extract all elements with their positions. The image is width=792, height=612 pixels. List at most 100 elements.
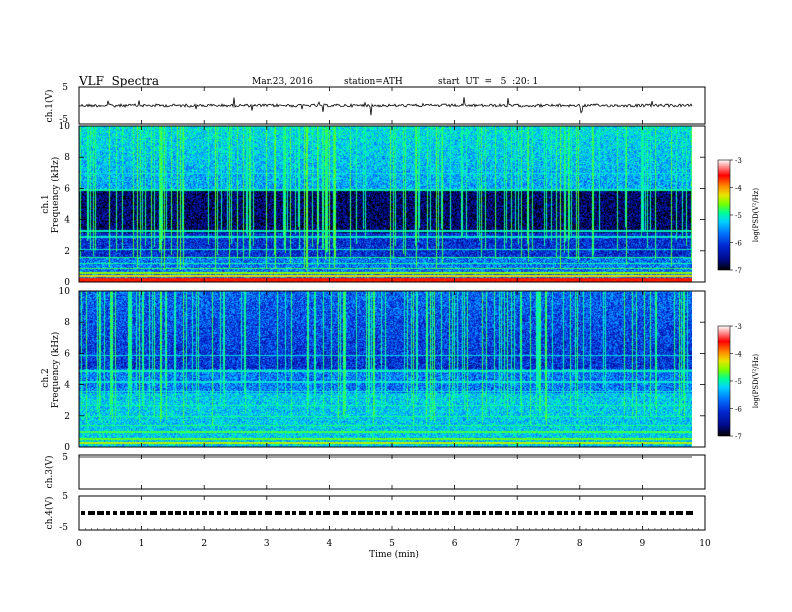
ch1-frequency-ylabel: Frequency (kHz)	[50, 157, 61, 234]
ch4-pulse	[482, 511, 486, 515]
freq-tick-label: 10	[59, 122, 71, 132]
ch4-pulse	[202, 511, 207, 515]
x-tick-label: 1	[139, 539, 145, 549]
ch4-pulse	[97, 511, 104, 515]
ch2-colorbar: -3 -4 -5 -6 -7 log(PSD(V²/Hz)	[717, 323, 760, 441]
ch4-pulse	[466, 511, 471, 515]
ch1-ytick-top: 5	[62, 83, 68, 93]
colorbar-tick-label: -3	[735, 323, 742, 331]
ch1-ytick-bottom: -5	[59, 115, 68, 125]
ch3-ytick-top: 5	[62, 453, 68, 463]
x-tick-label: 4	[327, 539, 333, 549]
freq-tick-label: 4	[64, 216, 70, 226]
x-tick-label: 9	[640, 539, 646, 549]
x-tick-label: 10	[699, 539, 711, 549]
ch4-pulse	[275, 511, 282, 515]
ch4-pulse	[382, 511, 387, 515]
colorbar-tick-label: -6	[735, 406, 742, 414]
ch4-pulse	[636, 511, 640, 515]
ch4-pulse	[564, 511, 568, 515]
ch4-pulse	[196, 511, 200, 515]
ch1-colorbar-label: log(PSD(V²/Hz)	[752, 188, 760, 243]
ch4-pulse	[358, 511, 365, 515]
ch4-pulse	[299, 511, 306, 515]
ch4-pulse	[88, 511, 95, 515]
start-time-label: start UT = 5 :20: 1	[438, 77, 539, 87]
ch4-pulse	[342, 511, 348, 515]
ch4-pulse	[518, 511, 524, 515]
freq-tick-label: 8	[64, 153, 70, 163]
panel-ch3-waveform	[78, 454, 706, 490]
ch4-pulse	[333, 511, 339, 515]
ch4-pulse	[285, 511, 290, 515]
ch1-channel-label: ch.1	[41, 194, 51, 213]
ch4-pulse	[150, 511, 157, 515]
ch4-pulse	[265, 511, 272, 515]
freq-tick-label: 8	[64, 318, 70, 328]
ch4-pulse	[527, 511, 532, 515]
date-label: Mar.23, 2016	[252, 77, 313, 87]
x-tick-label: 6	[452, 539, 458, 549]
freq-tick-label: 2	[64, 412, 70, 422]
ch4-pulse	[442, 511, 449, 515]
ch4-pulse	[375, 511, 380, 515]
ch4-waveform-ylabel: ch.4(V)	[44, 497, 55, 530]
ch4-pulse	[669, 511, 674, 515]
ch4-pulse	[168, 511, 173, 515]
ch1-waveform-line	[78, 97, 693, 116]
ch4-pulse	[217, 511, 221, 515]
ch4-pulse	[534, 511, 538, 515]
x-tick-label: 0	[76, 539, 82, 549]
ch4-pulse	[428, 511, 432, 515]
colorbar-tick-label: -5	[735, 378, 742, 386]
ch4-pulse	[541, 511, 545, 515]
colorbar-tick-label: -6	[735, 240, 742, 248]
ch4-pulse	[628, 511, 633, 515]
colorbar-tick-label: -7	[735, 267, 742, 275]
ch4-pulse	[578, 511, 582, 515]
ch4-pulse	[610, 511, 617, 515]
freq-tick-label: 6	[64, 349, 70, 359]
freq-tick-label: 0	[64, 278, 70, 288]
ch4-pulse	[651, 511, 657, 515]
panel-ch2-spectrogram	[78, 290, 706, 448]
ch4-pulse	[309, 511, 313, 515]
ch4-pulse	[434, 511, 439, 515]
ch4-pulse	[81, 511, 85, 515]
ch4-pulse	[458, 511, 463, 515]
colorbar-tick-label: -3	[735, 157, 742, 165]
ch4-pulse	[120, 511, 125, 515]
ch4-pulse	[660, 511, 666, 515]
figure-title: VLF Spectra	[79, 74, 160, 88]
ch4-ytick-bottom: -5	[59, 523, 68, 533]
ch4-pulse	[620, 511, 626, 515]
ch4-pulse	[323, 511, 330, 515]
ch4-pulse	[601, 511, 607, 515]
ch4-pulse	[292, 511, 296, 515]
ch4-pulse	[412, 511, 418, 515]
ch4-pulse	[676, 511, 683, 515]
freq-tick-label: 6	[64, 184, 70, 194]
ch4-pulse	[594, 511, 599, 515]
freq-tick-label: 4	[64, 381, 70, 391]
colorbar-tick-label: -4	[735, 185, 742, 193]
colorbar-tick-label: -4	[735, 351, 742, 359]
freq-tick-label: 10	[59, 287, 71, 297]
ch4-pulse	[571, 511, 575, 515]
ch4-waveform-line	[81, 511, 693, 515]
x-tick-label: 5	[389, 539, 395, 549]
ch2-frequency-ylabel: Frequency (kHz)	[50, 332, 61, 409]
ch4-pulse	[420, 511, 426, 515]
ch4-pulse	[183, 511, 187, 515]
freq-tick-label: 2	[64, 247, 70, 257]
ch4-pulse	[495, 511, 502, 515]
ch4-pulse	[451, 511, 455, 515]
ch4-ytick-top: 5	[62, 492, 68, 502]
ch4-pulse	[512, 511, 516, 515]
ch4-pulse	[113, 511, 117, 515]
ch4-pulse	[189, 511, 194, 515]
ch4-pulse	[505, 511, 509, 515]
ch4-pulse	[557, 511, 562, 515]
ch4-pulse	[209, 511, 214, 515]
